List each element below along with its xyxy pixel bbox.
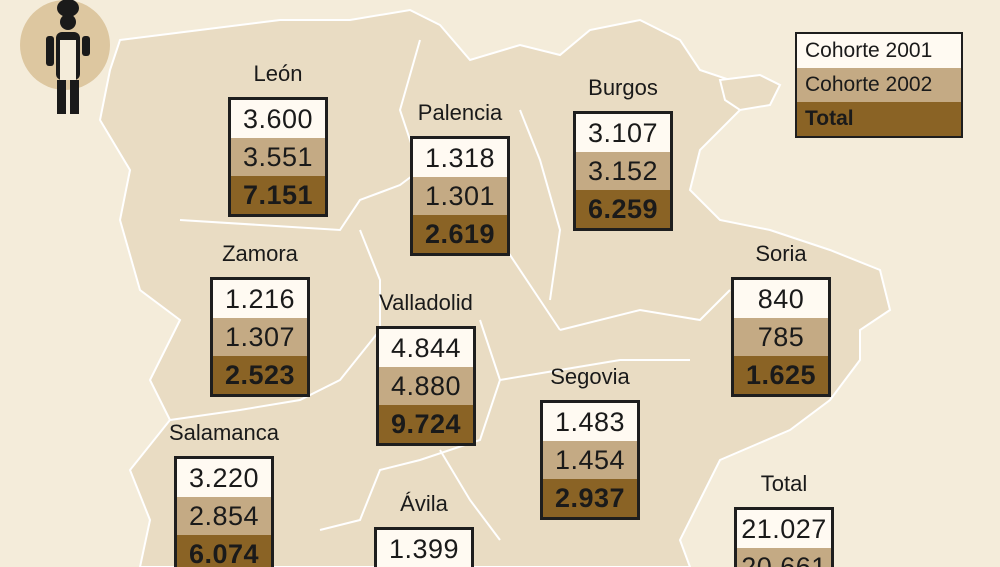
region-name: Salamanca — [168, 420, 280, 445]
region-value: 1.399 — [377, 530, 471, 567]
region-name: León — [253, 61, 303, 86]
region-value: 1.483 — [543, 403, 637, 441]
region-value: 7.151 — [231, 176, 325, 214]
region-value: 840 — [734, 280, 828, 318]
region-box: 840 785 1.625 — [731, 277, 831, 397]
region-name: Palencia — [417, 100, 503, 125]
region-value: 1.318 — [413, 139, 507, 177]
region-value: 1.454 — [543, 441, 637, 479]
region-value: 4.844 — [379, 329, 473, 367]
region-name: Segovia — [550, 364, 630, 389]
region-name: Ávila — [400, 491, 448, 516]
region-box: 21.027 20.661 — [734, 507, 834, 567]
region-name: Zamora — [222, 241, 298, 266]
region-box: 1.483 1.454 2.937 — [540, 400, 640, 520]
region-value: 1.301 — [413, 177, 507, 215]
region-value: 2.937 — [543, 479, 637, 517]
region-value: 1.625 — [734, 356, 828, 394]
legend-item: Cohorte 2002 — [797, 68, 961, 102]
region-name: Valladolid — [379, 290, 473, 315]
region-box: 4.844 4.880 9.724 — [376, 326, 476, 446]
region-value: 785 — [734, 318, 828, 356]
region-name: Burgos — [588, 75, 658, 100]
region-value: 3.551 — [231, 138, 325, 176]
region-value: 3.152 — [576, 152, 670, 190]
region-value: 21.027 — [737, 510, 831, 548]
region-box: 1.318 1.301 2.619 — [410, 136, 510, 256]
legend: Cohorte 2001 Cohorte 2002 Total — [795, 32, 963, 138]
region-value: 2.619 — [413, 215, 507, 253]
region-box: 1.399 — [374, 527, 474, 567]
region-value: 9.724 — [379, 405, 473, 443]
region-box: 1.216 1.307 2.523 — [210, 277, 310, 397]
region-value: 3.220 — [177, 459, 271, 497]
region-box: 3.107 3.152 6.259 — [573, 111, 673, 231]
legend-item: Cohorte 2001 — [797, 34, 961, 68]
chef-icon — [46, 0, 90, 114]
region-name: Total — [760, 471, 808, 496]
region-name: Soria — [755, 241, 807, 266]
region-value: 1.216 — [213, 280, 307, 318]
region-value: 4.880 — [379, 367, 473, 405]
region-value: 6.259 — [576, 190, 670, 228]
region-box: 3.600 3.551 7.151 — [228, 97, 328, 217]
region-value: 6.074 — [177, 535, 271, 567]
region-box: 3.220 2.854 6.074 — [174, 456, 274, 567]
legend-item: Total — [797, 102, 961, 136]
island — [718, 73, 782, 112]
region-value: 1.307 — [213, 318, 307, 356]
region-value: 2.854 — [177, 497, 271, 535]
region-value: 2.523 — [213, 356, 307, 394]
region-value: 3.600 — [231, 100, 325, 138]
region-value: 3.107 — [576, 114, 670, 152]
borders — [169, 39, 731, 541]
region-value: 20.661 — [737, 548, 831, 567]
